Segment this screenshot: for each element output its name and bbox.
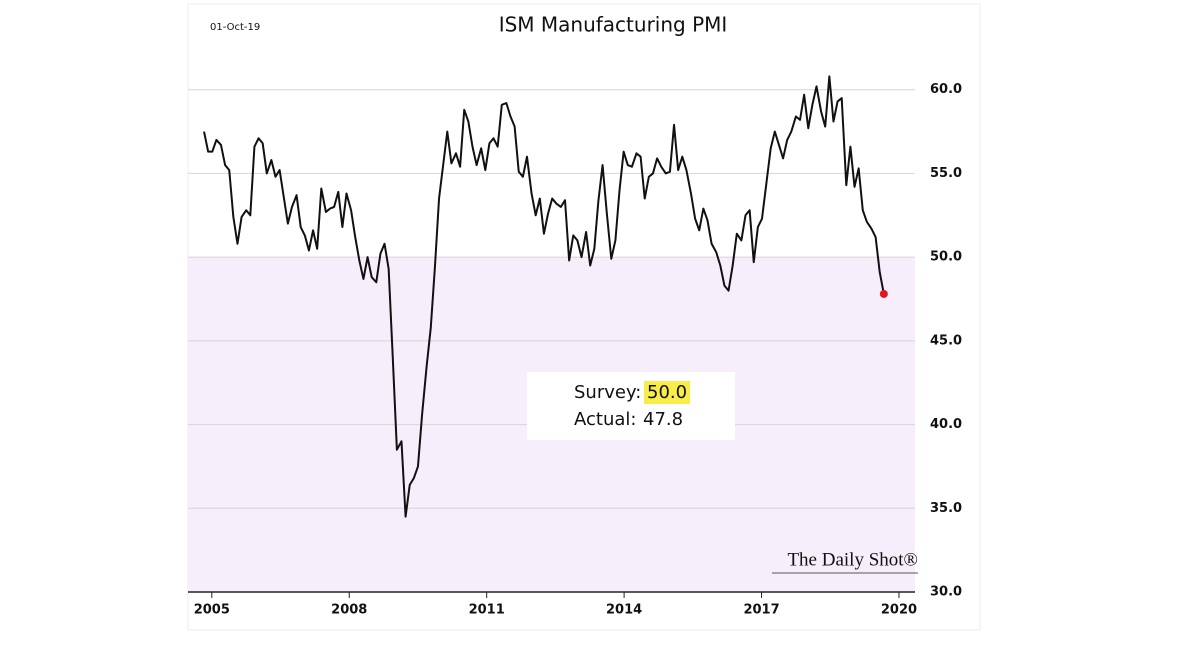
source-label: The Daily Shot® [787, 549, 918, 570]
survey-label: Survey: [574, 382, 641, 403]
chart-title: ISM Manufacturing PMI [499, 13, 728, 37]
y-tick-label: 55.0 [930, 166, 962, 181]
pmi-line [203, 75, 885, 518]
x-tick-label: 2014 [606, 603, 642, 618]
x-tick-label: 2005 [194, 603, 230, 618]
x-tick-label: 2011 [469, 603, 505, 618]
y-tick-label: 60.0 [930, 82, 962, 97]
annotation-box [527, 372, 735, 440]
y-tick-label: 35.0 [930, 501, 962, 516]
actual-label: Actual: [574, 409, 636, 430]
y-tick-label: 45.0 [930, 333, 962, 348]
y-tick-label: 30.0 [930, 585, 962, 600]
y-tick-label: 40.0 [930, 417, 962, 432]
x-tick-label: 2008 [331, 603, 367, 618]
x-tick-label: 2020 [881, 603, 917, 618]
annotation: Survey: 50.0 Actual: 47.8 [527, 372, 735, 440]
x-tick-label: 2017 [743, 603, 779, 618]
survey-value: 50.0 [647, 382, 687, 403]
highlight [644, 381, 691, 404]
date-label: 01-Oct-19 [210, 22, 260, 33]
plot [203, 75, 888, 518]
actual-value: 47.8 [643, 409, 683, 430]
latest-point [879, 289, 888, 298]
y-tick-label: 50.0 [930, 250, 962, 265]
